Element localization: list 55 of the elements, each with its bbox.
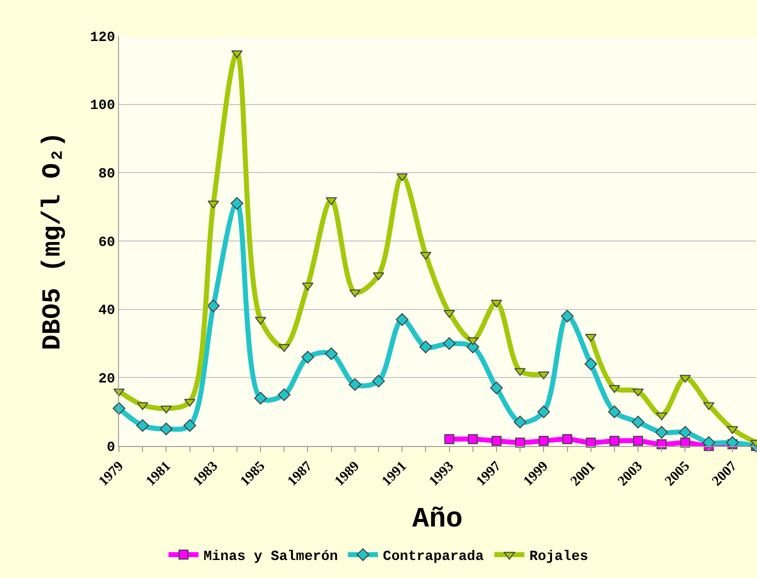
point	[490, 382, 503, 394]
point	[324, 347, 338, 360]
point	[301, 350, 314, 364]
point	[632, 416, 644, 428]
point	[585, 334, 597, 342]
y-tick-label: 80	[98, 166, 116, 183]
point	[396, 173, 408, 182]
y-axis-title: DBO5 (mg/l O₂)	[37, 132, 68, 350]
point	[419, 340, 432, 354]
point	[420, 252, 432, 260]
y-tick-label: 40	[98, 303, 116, 320]
point	[442, 337, 456, 350]
point	[278, 388, 290, 402]
point	[231, 50, 243, 58]
y-tick-label: 60	[98, 234, 116, 251]
point	[702, 436, 716, 449]
point	[136, 419, 149, 432]
legend-label: Rojales	[529, 549, 588, 566]
point	[183, 419, 196, 432]
point	[608, 405, 621, 418]
x-axis-title: Año	[412, 504, 463, 536]
y-tick-label: 120	[90, 30, 116, 46]
y-tick-label: 0	[106, 440, 116, 456]
point	[726, 436, 739, 449]
point	[444, 434, 454, 444]
point	[680, 374, 691, 383]
point	[468, 434, 478, 444]
point	[184, 398, 196, 407]
point	[372, 272, 384, 280]
y-tick-label: 100	[90, 98, 116, 114]
point	[491, 436, 502, 446]
point	[537, 405, 550, 418]
point	[584, 358, 598, 370]
point	[348, 378, 362, 391]
point	[655, 426, 668, 439]
point	[230, 197, 244, 210]
point	[254, 392, 267, 405]
point	[514, 416, 526, 428]
point	[207, 300, 220, 312]
point	[538, 436, 549, 446]
point	[562, 434, 572, 444]
point	[609, 436, 620, 446]
point	[160, 422, 173, 436]
point	[586, 438, 596, 448]
point	[396, 313, 408, 326]
point	[515, 438, 526, 448]
point	[372, 374, 385, 388]
legend-label: Minas y Salmerón	[204, 549, 338, 566]
point	[633, 436, 644, 446]
point	[560, 310, 574, 323]
point	[467, 337, 479, 346]
point	[678, 426, 692, 439]
y-tick-label: 20	[98, 372, 116, 388]
legend-label: Contraparada	[382, 549, 484, 566]
point	[254, 316, 266, 325]
